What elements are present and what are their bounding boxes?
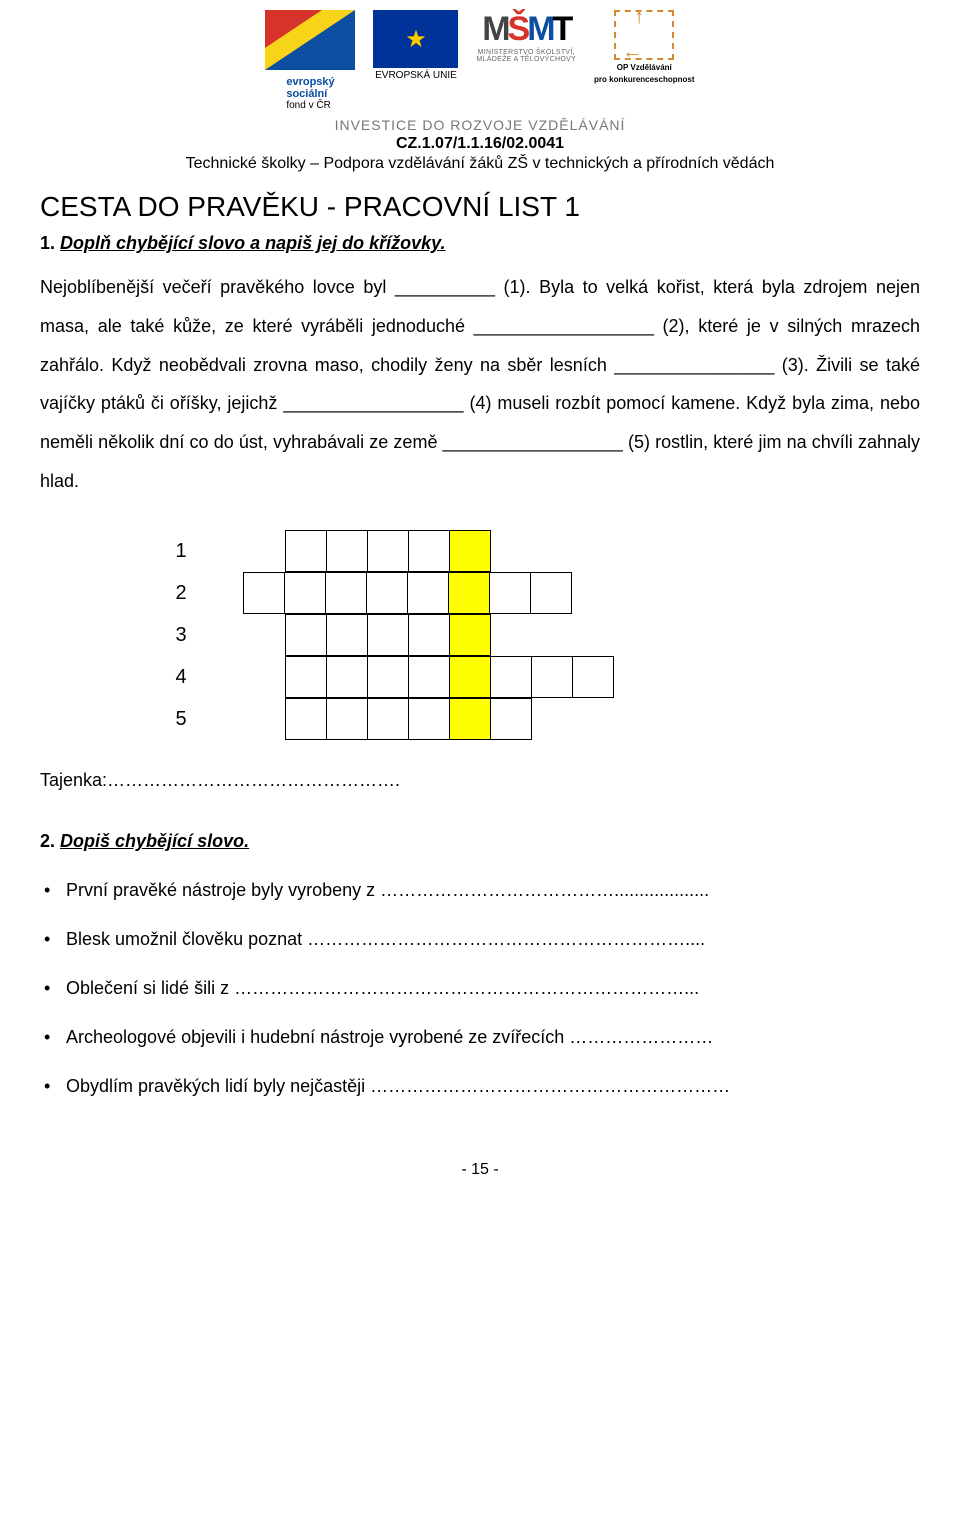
- project-code: CZ.1.07/1.1.16/02.0041: [40, 135, 920, 153]
- crossword-spacer: [244, 614, 286, 656]
- crossword-cell[interactable]: [489, 572, 531, 614]
- crossword-row: 1: [160, 530, 920, 572]
- task1-paragraph: Nejoblíbenější večeří pravěkého lovce by…: [40, 268, 920, 500]
- msmt-line1: MINISTERSTVO ŠKOLSTVÍ,: [478, 49, 575, 56]
- crossword-row-number: 4: [160, 666, 202, 689]
- esf-line: fond v ČR: [286, 100, 334, 111]
- crossword-spacer: [202, 530, 244, 572]
- crossword-cell[interactable]: [407, 572, 449, 614]
- task2-num: 2.: [40, 831, 55, 851]
- bullet-item: Archeologové objevili i hudební nástroje…: [40, 1013, 920, 1062]
- crossword-cell-highlight[interactable]: [449, 656, 491, 698]
- crossword-spacer: [202, 698, 244, 740]
- crossword-spacer: [202, 572, 244, 614]
- crossword-row-number: 1: [160, 540, 202, 563]
- crossword-row: 2: [160, 572, 920, 614]
- crossword-cell[interactable]: [367, 614, 409, 656]
- crossword-row: 3: [160, 614, 920, 656]
- task1-text: Doplň chybějící slovo a napiš jej do kří…: [60, 233, 445, 253]
- esf-line: evropský: [286, 76, 334, 88]
- crossword-cell[interactable]: [285, 656, 327, 698]
- crossword-spacer: [244, 656, 286, 698]
- logo-eu: ★ EVROPSKÁ UNIE: [373, 10, 458, 81]
- eu-flag-icon: ★: [373, 10, 458, 68]
- crossword-cell[interactable]: [490, 656, 532, 698]
- msmt-icon: MŠMT: [482, 10, 570, 49]
- esf-line: sociální: [286, 88, 334, 100]
- invest-line: INVESTICE DO ROZVOJE VZDĚLÁVÁNÍ: [40, 117, 920, 133]
- crossword-cell[interactable]: [285, 614, 327, 656]
- opvk-line1: OP Vzdělávání: [617, 63, 672, 72]
- tajenka-line: Tajenka:………………………………………….: [40, 770, 920, 791]
- esf-text: evropský sociální fond v ČR: [286, 76, 334, 111]
- crossword-cell[interactable]: [326, 614, 368, 656]
- crossword-row-number: 3: [160, 624, 202, 647]
- bullet-item: První pravěké nástroje byly vyrobeny z ……: [40, 866, 920, 915]
- msmt-line2: MLÁDEŽE A TĚLOVÝCHOVY: [476, 56, 576, 63]
- crossword-cell[interactable]: [490, 698, 532, 740]
- task2-text: Dopiš chybějící slovo.: [60, 831, 249, 851]
- crossword-cell[interactable]: [284, 572, 326, 614]
- crossword-cell[interactable]: [285, 530, 327, 572]
- crossword-cell[interactable]: [408, 614, 450, 656]
- crossword-cell-highlight[interactable]: [449, 614, 491, 656]
- worksheet-title: CESTA DO PRAVĚKU - PRACOVNÍ LIST 1: [40, 191, 920, 223]
- crossword-cell-highlight[interactable]: [448, 572, 490, 614]
- crossword-cell[interactable]: [572, 656, 614, 698]
- crossword-cell[interactable]: [326, 656, 368, 698]
- crossword-spacer: [244, 530, 286, 572]
- page-number: - 15 -: [40, 1161, 920, 1179]
- logo-msmt: MŠMT MINISTERSTVO ŠKOLSTVÍ, MLÁDEŽE A TĚ…: [476, 10, 576, 63]
- crossword-cell[interactable]: [408, 530, 450, 572]
- crossword-cell[interactable]: [367, 530, 409, 572]
- crossword-cell[interactable]: [326, 698, 368, 740]
- logo-esf: evropský sociální fond v ČR: [265, 10, 355, 111]
- task1-heading: 1. Doplň chybějící slovo a napiš jej do …: [40, 233, 920, 254]
- crossword-cell-highlight[interactable]: [449, 698, 491, 740]
- logo-opvk: ↑ ← OP Vzdělávání pro konkurenceschopnos…: [594, 10, 694, 84]
- crossword-cell[interactable]: [325, 572, 367, 614]
- bullet-item: Obydlím pravěkých lidí byly nejčastěji ……: [40, 1062, 920, 1111]
- crossword-grid: 1 2 3 4 5: [160, 530, 920, 740]
- bullet-item: Blesk umožnil člověku poznat ………………………………: [40, 915, 920, 964]
- crossword-cell[interactable]: [243, 572, 285, 614]
- crossword-spacer: [202, 656, 244, 698]
- crossword-cell-highlight[interactable]: [449, 530, 491, 572]
- crossword-cell[interactable]: [408, 656, 450, 698]
- crossword-cell[interactable]: [408, 698, 450, 740]
- crossword-cell[interactable]: [285, 698, 327, 740]
- project-name: Technické školky – Podpora vzdělávání žá…: [40, 155, 920, 173]
- crossword-row-number: 5: [160, 708, 202, 731]
- crossword-row: 4: [160, 656, 920, 698]
- crossword-spacer: [202, 614, 244, 656]
- bullet-item: Oblečení si lidé šili z ……………………………………………: [40, 964, 920, 1013]
- crossword-cell[interactable]: [366, 572, 408, 614]
- task2-heading: 2. Dopiš chybějící slovo.: [40, 831, 920, 852]
- task2-bullets: První pravěké nástroje byly vyrobeny z ……: [40, 866, 920, 1111]
- opvk-icon: ↑ ←: [614, 10, 674, 60]
- crossword-row-number: 2: [160, 582, 202, 605]
- crossword-cell[interactable]: [531, 656, 573, 698]
- crossword-cell[interactable]: [367, 656, 409, 698]
- crossword-cell[interactable]: [367, 698, 409, 740]
- crossword-cell[interactable]: [530, 572, 572, 614]
- crossword-cell[interactable]: [326, 530, 368, 572]
- task1-num: 1.: [40, 233, 55, 253]
- eu-label: EVROPSKÁ UNIE: [375, 70, 457, 81]
- opvk-line2: pro konkurenceschopnost: [594, 75, 694, 84]
- crossword-row: 5: [160, 698, 920, 740]
- esf-flag-icon: [265, 10, 355, 70]
- crossword-spacer: [244, 698, 286, 740]
- logo-row: evropský sociální fond v ČR ★ EVROPSKÁ U…: [40, 10, 920, 111]
